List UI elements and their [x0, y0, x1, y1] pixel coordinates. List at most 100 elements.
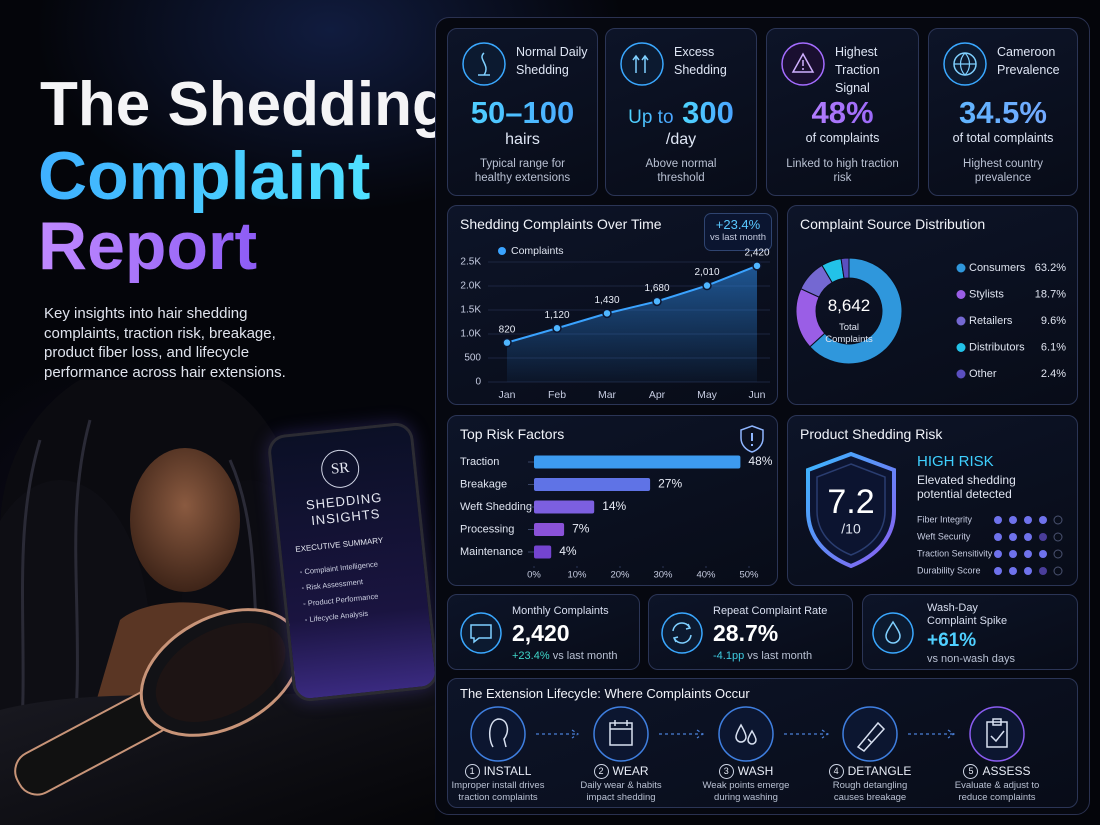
x-tick-label: 50%: [739, 570, 759, 581]
step-name: WEAR: [612, 764, 649, 778]
rating-dot: [994, 516, 1002, 524]
metric-icon: [661, 612, 703, 654]
lifecycle-step: 4 DETANGLE Rough detangling causes breakag…: [810, 679, 930, 809]
hair-brush: [14, 608, 302, 796]
x-tick-label: 0%: [527, 570, 541, 581]
value-label: 2,420: [744, 247, 769, 258]
kpi-icon: [620, 42, 664, 86]
legend-value: 9.6%: [1041, 315, 1066, 327]
donut-slice: [809, 257, 903, 365]
legend-value: 6.1%: [1041, 341, 1066, 353]
kpi-icon: [781, 42, 825, 86]
icon-glyph: [478, 52, 490, 76]
kpi-note: Linked to high traction risk: [786, 158, 899, 184]
step-glyph: [856, 721, 886, 752]
legend-marker: [498, 247, 506, 255]
x-tick-label: Mar: [598, 389, 617, 401]
metric-value: +61%: [927, 630, 977, 651]
step-description: Rough detangling causes breakage: [832, 780, 908, 803]
value-label: 1,430: [594, 295, 619, 306]
lifecycle-step: 1 INSTALL Improper install drives traction…: [438, 679, 558, 809]
step-description: Evaluate & adjust to reduce complaints: [954, 780, 1040, 803]
kpi-card: Excess Shedding Up to 300 /day Above nor…: [605, 28, 757, 196]
step-name: WASH: [737, 764, 774, 778]
rating-dots: [994, 566, 1063, 576]
metric-label: Monthly Complaints: [512, 605, 609, 617]
risk-level: HIGH RISK: [917, 453, 994, 470]
bar: [534, 478, 651, 491]
rating-dot: [1053, 566, 1063, 576]
phone-title: SHEDDING INSIGHTS: [305, 489, 383, 529]
point: [652, 296, 662, 307]
step-number: 2: [593, 764, 609, 779]
kpi-label: Highest Traction Signal: [835, 45, 880, 95]
kpi-unit: hairs: [505, 131, 540, 148]
step-glyph: [735, 723, 757, 745]
icon-glyph: [470, 624, 492, 644]
category-label: Processing: [460, 523, 514, 535]
bar-chart: 0% 10% 20% 30% 40% 50% Traction 48% Breakage 27% W…: [460, 454, 773, 581]
kpi-note: Highest country prevalence: [963, 158, 1043, 184]
kpi-label: Normal Daily Shedding: [516, 45, 588, 77]
metric-label: Weft Security: [917, 531, 971, 541]
kpi-unit: of total complaints: [952, 131, 1054, 145]
risk-score: 7.2: [827, 483, 874, 521]
donut-chart: Consumers 63.2% Stylists 18.7% Retailers 9.6%…: [795, 257, 1066, 380]
y-tick-label: 2.0K: [460, 281, 481, 292]
step-heading: 1 INSTALL: [438, 764, 558, 779]
kpi-note: Above normal threshold: [645, 158, 717, 184]
risk-shield-inner: [816, 463, 886, 556]
phone-item-text: Risk Assessment: [305, 577, 364, 593]
legend-label: Retailers: [969, 315, 1013, 327]
title-line: The Shedding: [40, 70, 450, 139]
category-label: Maintenance: [460, 546, 523, 558]
phone-section: EXECUTIVE SUMMARY: [294, 535, 384, 554]
step-name: DETANGLE: [847, 764, 912, 778]
kpi-label: Excess Shedding: [674, 45, 727, 77]
step-circle: [969, 706, 1025, 762]
value-label: 27%: [658, 477, 682, 491]
risk-scale: /10: [841, 521, 861, 537]
step-arrow: [784, 729, 830, 739]
metric-label: Durability Score: [917, 565, 981, 575]
y-tick-label: 0: [475, 377, 481, 388]
line: [506, 264, 758, 344]
step-circle: [842, 706, 898, 762]
rating-dot: [1053, 549, 1063, 559]
x-tick-label: 30%: [653, 570, 673, 581]
metric-icon: [872, 612, 914, 654]
x-tick-label: Jan: [499, 389, 516, 401]
point: [602, 308, 612, 319]
step-description: Weak points emerge during washing: [702, 780, 790, 803]
step-heading: 3 WASH: [686, 764, 806, 779]
icon-glyph: [740, 425, 764, 453]
legend-value: 63.2%: [1035, 262, 1066, 274]
legend-label: Stylists: [969, 288, 1004, 300]
bar: [534, 500, 595, 514]
y-tick-label: 1.0K: [460, 329, 481, 340]
step-number: 3: [718, 764, 734, 779]
icon-glyph: [954, 52, 976, 76]
x-tick-label: Apr: [649, 389, 666, 401]
metric-card: Monthly Complaints 2,420 +23.4% vs last …: [447, 594, 640, 670]
icon-glyph: [885, 620, 901, 644]
rating-dot: [994, 550, 1002, 558]
chart-title: Complaint Source Distribution: [800, 216, 986, 232]
rating-dots: [994, 515, 1063, 525]
rating-dot: [1009, 533, 1017, 541]
icon-ring: [872, 612, 914, 654]
lifecycle-step: 5 ASSESS Evaluate & adjust to reduce compl…: [937, 679, 1057, 809]
icon-glyph: [791, 52, 815, 73]
step-number: 4: [828, 764, 844, 779]
metric-card: Wash-Day Complaint Spike +61% vs non-was…: [862, 594, 1078, 670]
metric-change: +23.4%: [512, 650, 550, 662]
rating-dot: [1024, 533, 1032, 541]
point: [502, 337, 512, 348]
intro-text: Key insights into hair shedding complain…: [44, 305, 286, 381]
legend-label: Distributors: [969, 341, 1025, 353]
kpi-icon: [943, 42, 987, 86]
icon-ring: [620, 42, 664, 86]
phone: SR SHEDDING INSIGHTS EXECUTIVE SUMMARY ◦…: [266, 421, 440, 703]
lifecycle-card: The Extension Lifecycle: Where Complaint…: [447, 678, 1078, 808]
